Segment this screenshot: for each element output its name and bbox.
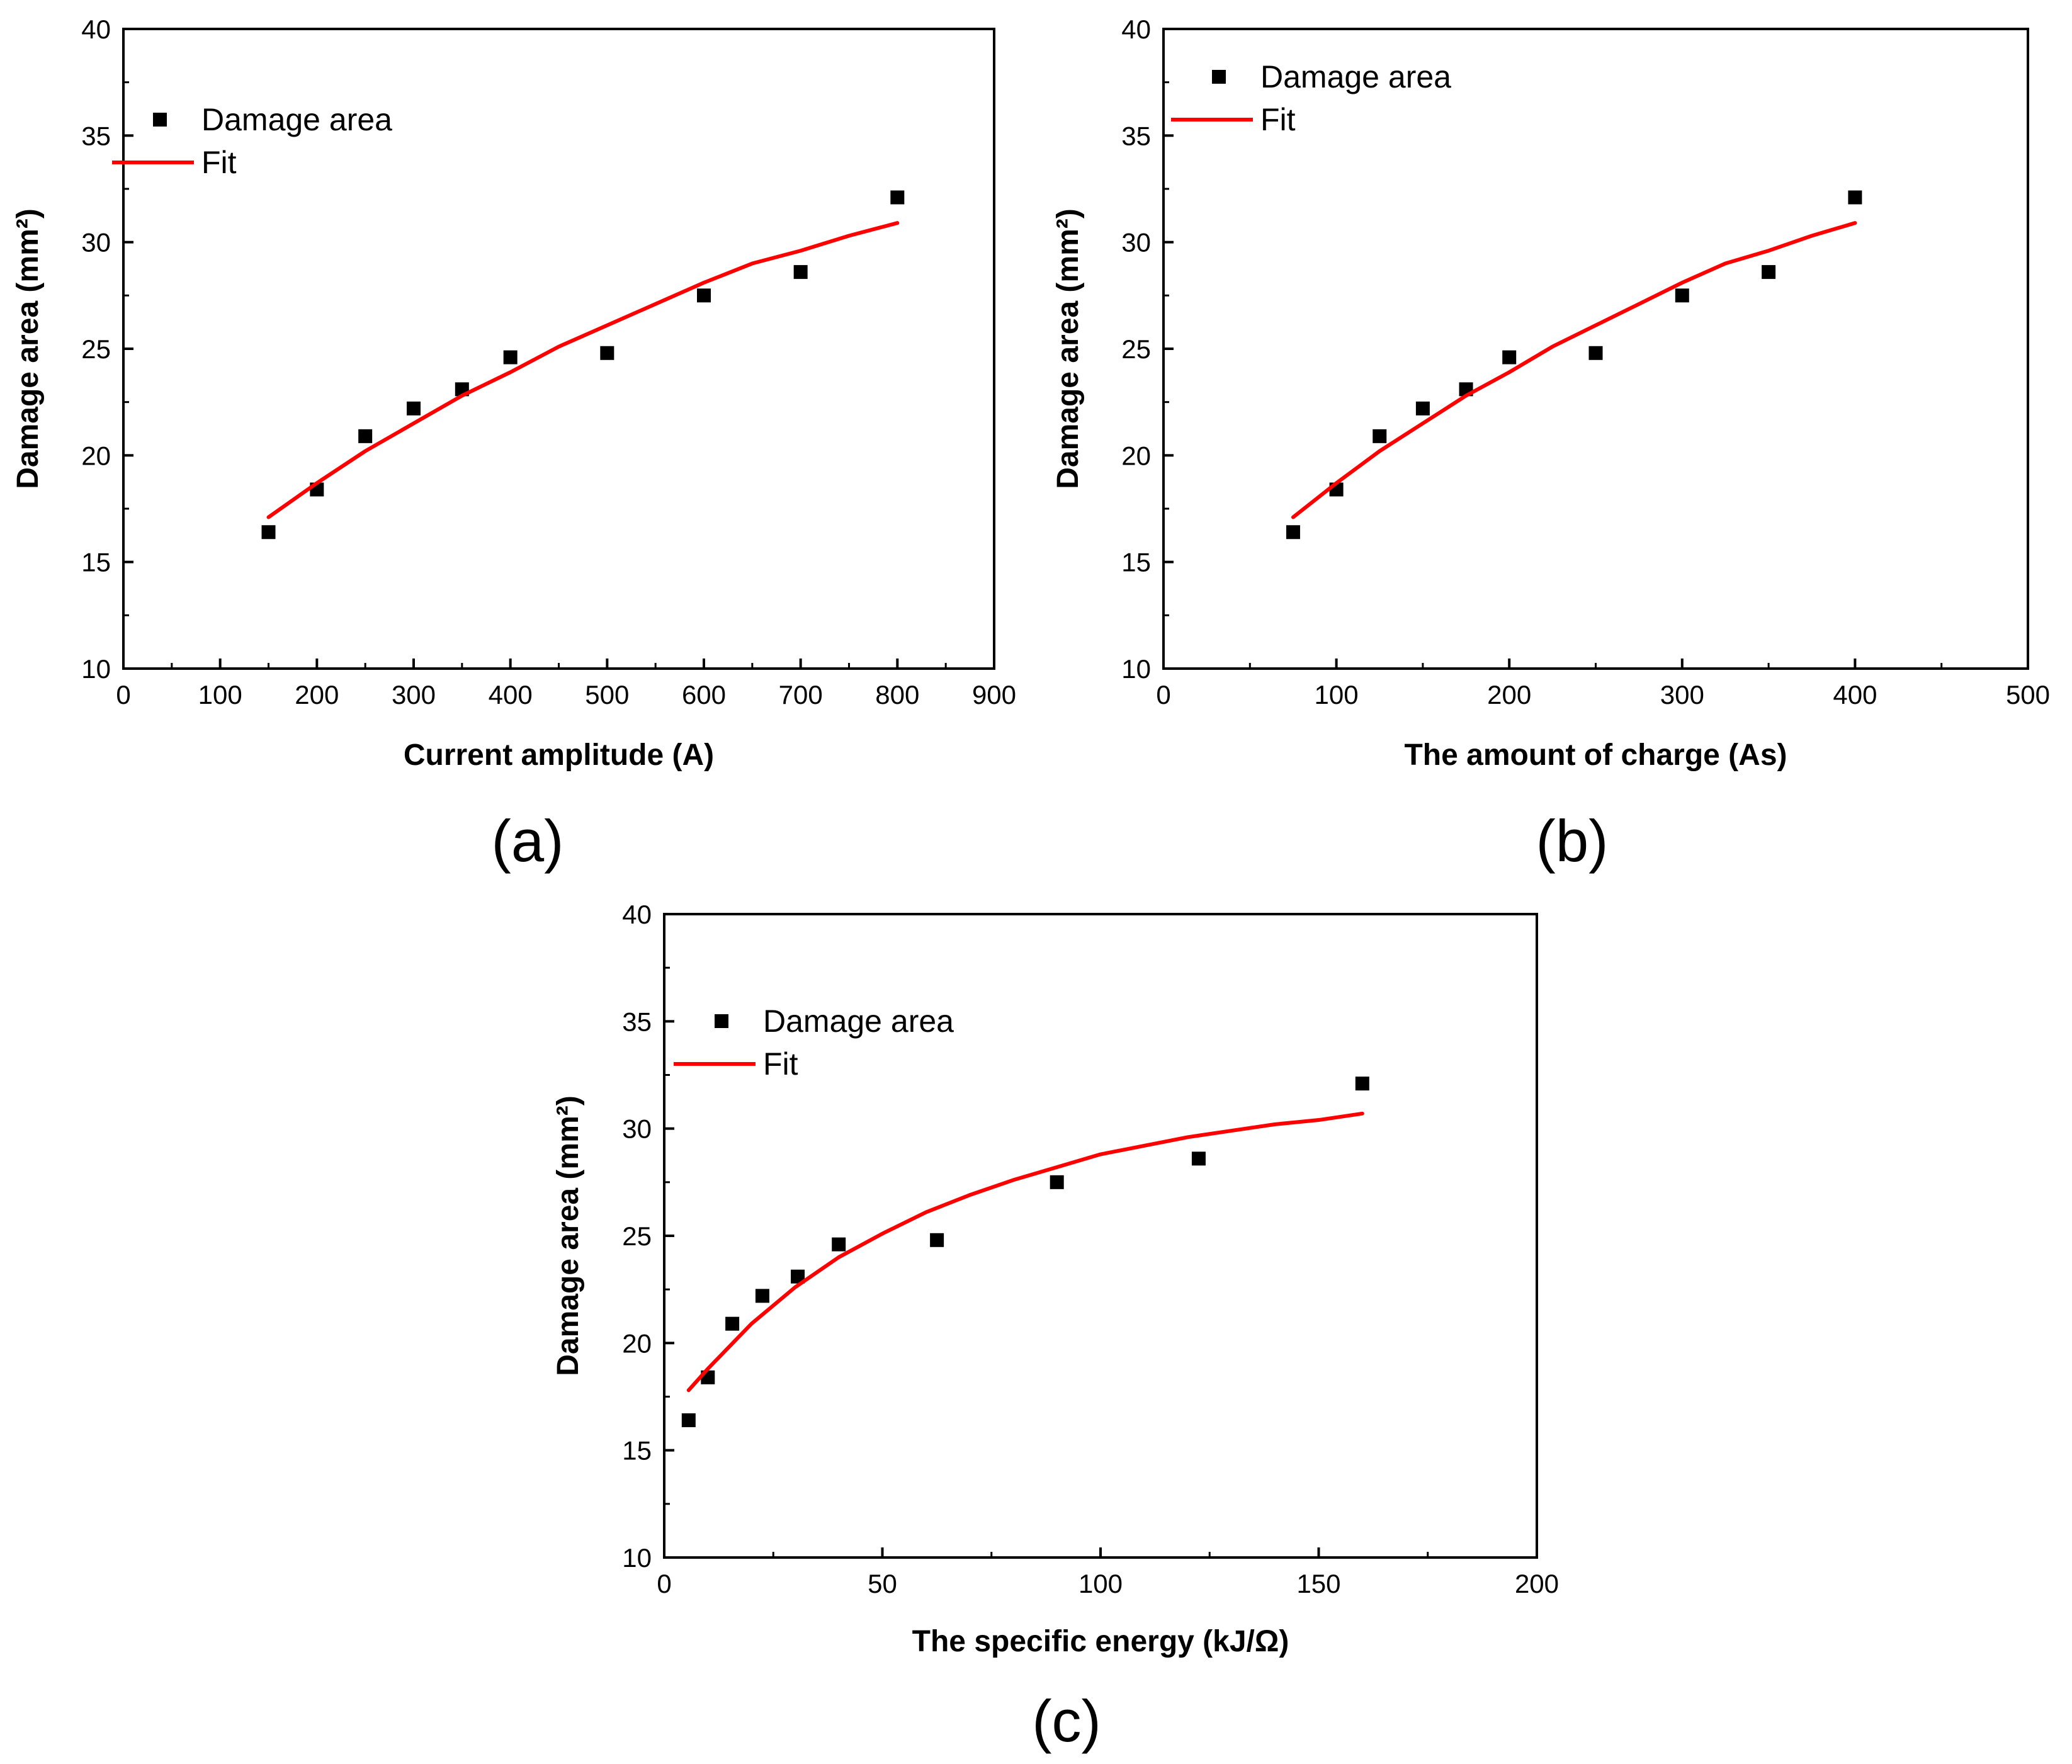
data-point [697,288,711,303]
y-tick-label: 20 [622,1328,652,1358]
x-tick-label: 200 [1487,680,1531,710]
y-axis-title: Damage area (mm²) [1051,208,1085,489]
y-tick-label: 15 [81,548,111,577]
legend-label: Damage area [763,1004,954,1039]
data-point [1286,525,1300,540]
data-point [1588,346,1603,360]
y-tick-label: 15 [1121,548,1151,577]
panel-caption: (a) [492,808,564,874]
y-tick-label: 10 [81,654,111,684]
y-tick-label: 25 [1121,334,1151,364]
x-axis-title: Current amplitude (A) [404,738,714,772]
data-point [1191,1151,1206,1166]
legend-label: Damage area [1260,59,1451,94]
x-tick-label: 0 [1156,680,1170,710]
data-point [793,265,808,280]
x-tick-label: 900 [972,680,1016,710]
data-point [1502,350,1517,365]
x-tick-label: 150 [1296,1569,1340,1598]
x-tick-label: 200 [1515,1569,1559,1598]
y-tick-label: 25 [622,1221,652,1251]
y-tick-label: 10 [622,1543,652,1573]
x-tick-label: 100 [1078,1569,1123,1598]
chart-panel-1: 0 100 200 300 400 500 600 700 800 900 10 15 20 25 30 35… [11,14,1016,874]
data-point [725,1316,740,1331]
chart-panel-3: 0 50 100 150 200 10 15 20 25 30 35 40 The specific e… [552,900,1559,1754]
fit-line [266,221,900,519]
data-point [1675,288,1689,303]
panel-caption: (b) [1536,808,1609,874]
data-point [1415,401,1430,416]
x-tick-label: 400 [1833,680,1877,710]
data-point [503,350,518,365]
data-point [1373,429,1387,443]
x-tick-label: 400 [489,680,533,710]
x-tick-label: 50 [868,1569,897,1598]
y-tick-label: 10 [1121,654,1151,684]
fit-line [1291,221,1857,519]
fit-line [686,1111,1364,1393]
y-tick-label: 30 [81,228,111,257]
legend-marker-swatch [153,113,167,127]
x-axis-title: The amount of charge (As) [1404,738,1787,772]
x-tick-label: 300 [392,680,436,710]
data-point [1762,265,1776,280]
legend-label: Fit [1260,102,1296,137]
x-tick-label: 300 [1660,680,1704,710]
y-tick-label: 20 [1121,441,1151,470]
y-tick-label: 35 [1121,121,1151,150]
panel-caption: (c) [1032,1688,1101,1754]
data-point [358,429,373,443]
x-tick-label: 100 [198,680,242,710]
data-point [1050,1175,1064,1189]
data-point [600,346,614,360]
y-tick-label: 40 [81,14,111,44]
legend-marker-swatch [1212,70,1226,84]
y-tick-label: 15 [622,1436,652,1466]
data-point [930,1233,944,1247]
data-point [832,1237,846,1252]
legend-marker-swatch [715,1014,728,1028]
y-axis-title: Damage area (mm²) [552,1095,585,1376]
x-tick-label: 600 [682,680,726,710]
chart-panel-2: 0 100 200 300 400 500 10 15 20 25 30 35 40 The amount… [1051,14,2050,874]
y-tick-label: 35 [622,1007,652,1036]
data-point [407,401,421,416]
data-point [261,525,276,540]
y-tick-label: 40 [622,900,652,929]
data-point [681,1413,696,1427]
x-tick-label: 700 [779,680,823,710]
x-tick-label: 500 [2006,680,2050,710]
legend-label: Fit [763,1046,798,1082]
data-point [1355,1077,1369,1091]
y-tick-label: 35 [81,121,111,150]
x-tick-label: 800 [875,680,919,710]
data-point [755,1289,769,1303]
data-point [1848,190,1862,205]
data-point [791,1269,805,1284]
x-tick-label: 500 [585,680,629,710]
legend-label: Damage area [201,102,392,137]
y-axis-title: Damage area (mm²) [11,208,45,489]
x-tick-label: 0 [116,680,130,710]
y-tick-label: 20 [81,441,111,470]
y-tick-label: 25 [81,334,111,364]
y-tick-label: 30 [1121,228,1151,257]
y-tick-label: 30 [622,1114,652,1144]
legend-label: Fit [201,145,237,180]
y-tick-label: 40 [1121,14,1151,44]
x-tick-label: 0 [657,1569,671,1598]
data-point [890,190,905,205]
x-axis-title: The specific energy (kJ/Ω) [912,1625,1289,1658]
x-tick-label: 100 [1315,680,1359,710]
x-tick-label: 200 [295,680,339,710]
